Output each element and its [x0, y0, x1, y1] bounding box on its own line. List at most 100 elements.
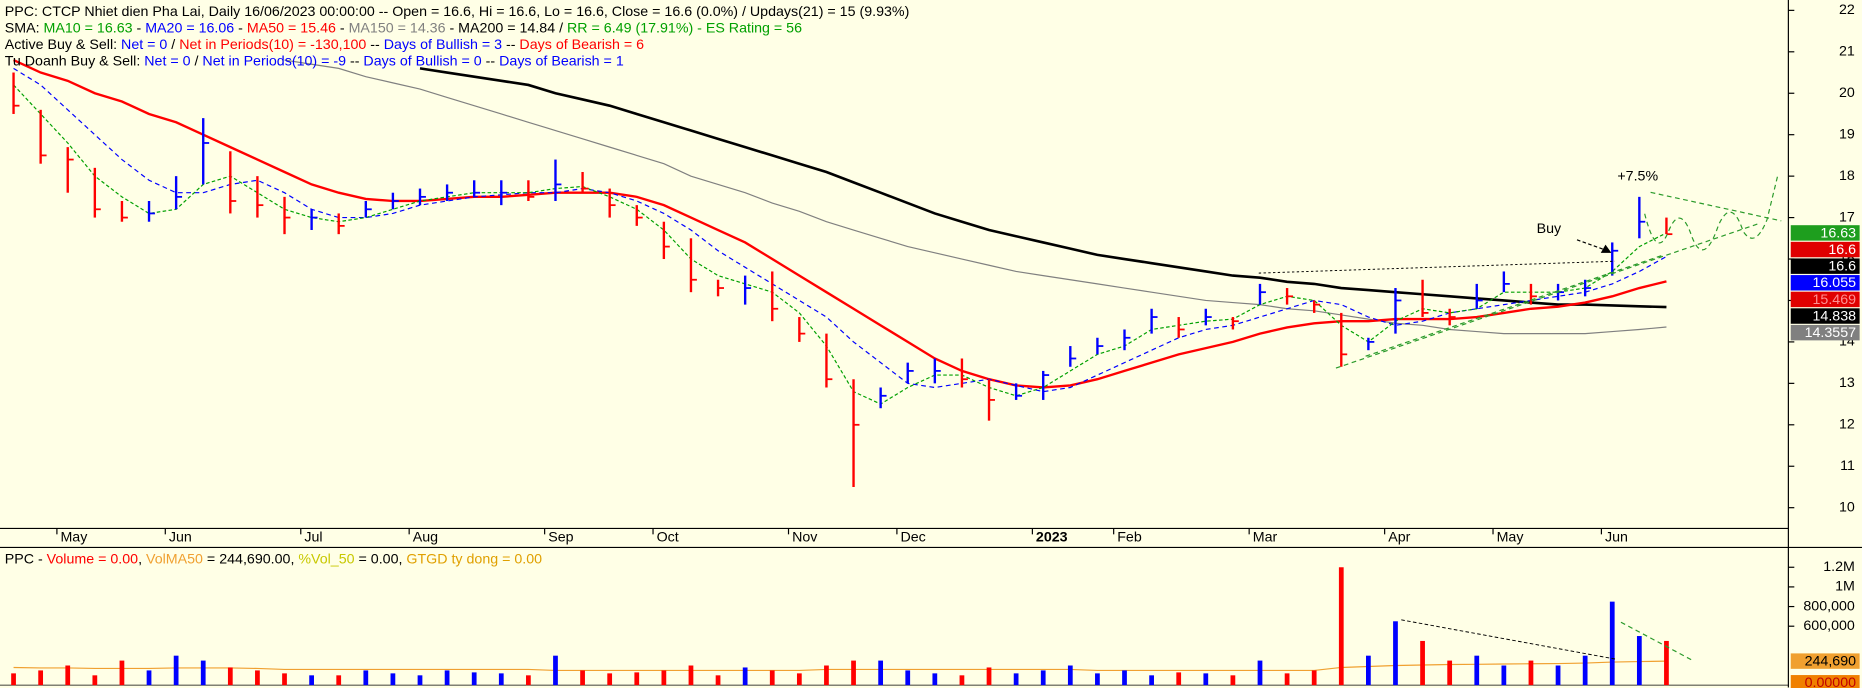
- y-tick-label: 600,000: [1803, 618, 1855, 634]
- header-segment: --: [502, 37, 519, 53]
- header-segment: Days of Bullish = 3: [384, 37, 502, 53]
- price-tag: [1790, 258, 1860, 274]
- trend-line: [1401, 619, 1616, 660]
- ma-line: [284, 59, 1667, 335]
- price-tag-label: 16.6: [1828, 259, 1856, 275]
- x-tick-label: Feb: [1117, 530, 1142, 546]
- volume-bar: [553, 655, 558, 686]
- volume-bar: [1013, 673, 1019, 686]
- y-tick-label: 22: [1839, 2, 1855, 18]
- trend-line: [1650, 191, 1782, 222]
- volume-bar: [1501, 665, 1507, 686]
- y-tick-label: 13: [1839, 375, 1855, 391]
- volume-bar: [824, 665, 829, 686]
- volume-bar: [1203, 673, 1209, 686]
- volume-bar: [715, 675, 721, 686]
- price-tag-label: 244,690: [1805, 653, 1857, 669]
- x-tick-label: Aug: [413, 530, 438, 546]
- header-segment: MA150 = 14.36: [349, 20, 446, 36]
- volume-bar: [932, 673, 938, 686]
- volume-bar: [1311, 670, 1317, 686]
- volume-bar: [851, 660, 856, 686]
- header-segment: RR = 6.49 (17.91%) - ES Rating = 56: [567, 20, 802, 36]
- header-line: SMA: MA10 = 16.63 - MA20 = 16.06 - MA50 …: [5, 20, 802, 36]
- volume-bar: [959, 675, 965, 686]
- volume-bar: [986, 667, 992, 686]
- volume-bar: [1230, 675, 1236, 686]
- annotation: +7.5%: [1617, 169, 1658, 185]
- volume-bar: [65, 665, 71, 686]
- header-segment: GTGD ty dong = 0.00: [406, 551, 542, 567]
- volume-bar: [1393, 621, 1398, 686]
- volume-bar: [38, 670, 44, 686]
- price-tag-label: 16.6: [1828, 242, 1856, 258]
- lines: [13, 59, 1667, 672]
- price-tag: [1790, 308, 1860, 324]
- price-tag: [1790, 241, 1860, 258]
- header-segment: Tu Doanh Buy & Sell:: [5, 54, 145, 70]
- header-line: Tu Doanh Buy & Sell: Net = 0 / Net in Pe…: [5, 54, 624, 70]
- header-segment: PPC -: [5, 551, 47, 567]
- price-tag: [1790, 324, 1860, 341]
- volume-bar: [769, 670, 775, 686]
- header-segment: MA10 = 16.63: [44, 20, 133, 36]
- volume-bar: [1528, 660, 1534, 686]
- y-tick-label: 11: [1840, 458, 1855, 474]
- header-segment: -: [133, 20, 146, 36]
- y-tick-label: 800,000: [1803, 598, 1855, 614]
- header-segment: Net = 0: [144, 54, 190, 70]
- volume-bar: [1067, 665, 1073, 686]
- volume-bar: [498, 673, 504, 686]
- volume-bar: [200, 660, 206, 686]
- header-segment: Net in Periods(10) = -130,100: [179, 37, 366, 53]
- y-tick-label: 10: [1839, 499, 1855, 515]
- ma-line: [419, 67, 1667, 309]
- volume-bar: [796, 673, 802, 686]
- volume-bar: [688, 665, 694, 686]
- ma-line: [13, 84, 1667, 405]
- header-segment: --: [482, 54, 499, 70]
- volume-bar: [417, 675, 423, 686]
- projection-path: [1644, 175, 1779, 251]
- header-segment: -: [446, 20, 459, 36]
- x-tick-label: Dec: [900, 530, 925, 546]
- header-segment: /: [555, 20, 567, 36]
- volume-bar: [282, 673, 287, 686]
- volume-bar: [1257, 660, 1263, 686]
- x-tick-label: May: [60, 530, 88, 546]
- volume-bar: [607, 673, 613, 686]
- volume-bar: [255, 670, 260, 686]
- volume-bar: [119, 660, 125, 686]
- header-segment: = 244,690.00,: [203, 551, 298, 567]
- x-tick-label: Nov: [792, 530, 818, 546]
- volume-bar: [1447, 660, 1453, 686]
- header-segment: ,: [138, 551, 146, 567]
- y-tick-label: 18: [1839, 168, 1855, 184]
- header-segment: Days of Bullish = 0: [363, 54, 481, 70]
- volume-bar: [878, 660, 884, 686]
- trend-line: [1365, 254, 1663, 357]
- volume-bar: [336, 675, 342, 686]
- volume-bar: [1338, 567, 1344, 686]
- price-tag: [1790, 225, 1860, 241]
- header-segment: Net = 0: [121, 37, 167, 53]
- y-tick-label: 20: [1839, 85, 1855, 101]
- price-tag: [1790, 291, 1860, 308]
- header-segment: Days of Bearish = 1: [499, 54, 624, 70]
- volume-bar: [1609, 601, 1615, 686]
- volume-bar: [580, 670, 585, 686]
- header-segment: SMA:: [5, 20, 44, 36]
- header-segment: MA20 = 16.06: [145, 20, 234, 36]
- trend-line: [1620, 621, 1693, 661]
- header-segment: MA50 = 15.46: [247, 20, 336, 36]
- y-tick-label: 1M: [1835, 579, 1855, 595]
- header-segment: -: [234, 20, 247, 36]
- header-segment: Days of Bearish = 6: [519, 37, 644, 53]
- volume-bar: [634, 672, 640, 686]
- volume-bar: [1420, 640, 1425, 686]
- header-segment: MA200 = 14.84: [458, 20, 555, 36]
- y-tick-label: 1.2M: [1823, 559, 1855, 575]
- volume-bar: [1149, 675, 1154, 686]
- volume-bar: [905, 670, 911, 686]
- annotation: Buy: [1537, 221, 1562, 237]
